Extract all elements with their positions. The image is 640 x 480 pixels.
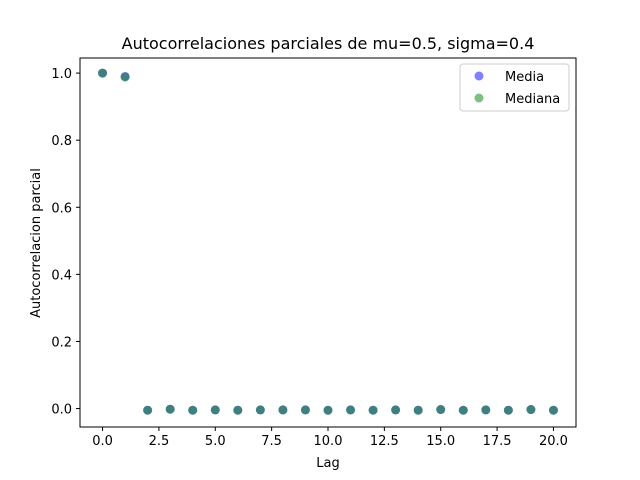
point-mediana (548, 405, 558, 415)
point-mediana (120, 72, 130, 82)
chart-title: Autocorrelaciones parciales de mu=0.5, s… (122, 34, 535, 53)
point-mediana (323, 405, 333, 415)
x-tick-label: 2.5 (149, 434, 170, 449)
point-mediana (436, 405, 446, 415)
y-tick-label: 0.6 (51, 201, 72, 216)
x-tick-label: 10.0 (314, 434, 343, 449)
point-mediana (368, 405, 378, 415)
x-tick-label: 5.0 (205, 434, 226, 449)
legend: Media Mediana (459, 63, 570, 112)
x-tick-label: 7.5 (261, 434, 282, 449)
x-tick-label: 12.5 (370, 434, 399, 449)
plot-area: 0.0 2.5 5.0 7.5 10.0 12.5 15.0 17.5 20.0 0.00.20… (51, 57, 577, 449)
x-tick-label: 15.0 (426, 434, 455, 449)
point-mediana (481, 405, 491, 415)
x-tick-label: 0.0 (92, 434, 113, 449)
x-tick-label: 20.0 (539, 434, 568, 449)
point-mediana (300, 405, 310, 415)
point-mediana (503, 405, 513, 415)
data-points (98, 68, 558, 415)
y-tick-label: 0.0 (51, 403, 72, 418)
point-mediana (413, 405, 423, 415)
point-mediana (165, 404, 175, 414)
y-tick-label: 0.2 (51, 335, 72, 350)
x-axis: 0.0 2.5 5.0 7.5 10.0 12.5 15.0 17.5 20.0 (92, 427, 568, 449)
point-mediana (188, 405, 198, 415)
y-axis: 0.0 0.2 0.4 0.6 0.8 1.0 (51, 67, 80, 418)
y-tick-label: 0.4 (51, 268, 72, 283)
point-mediana (210, 405, 220, 415)
legend-marker (474, 93, 484, 103)
y-tick-label: 0.8 (51, 134, 72, 149)
point-mediana (346, 405, 356, 415)
point-mediana (526, 405, 536, 415)
point-mediana (98, 68, 108, 78)
point-mediana (233, 405, 243, 415)
y-axis-label: Autocorrelacion parcial (29, 168, 44, 318)
legend-label: Media (505, 70, 544, 85)
point-mediana (458, 405, 468, 415)
legend-label: Mediana (505, 92, 560, 107)
x-axis-label: Lag (316, 456, 339, 471)
legend-box (459, 63, 570, 112)
x-tick-label: 17.5 (483, 434, 512, 449)
legend-marker (474, 71, 484, 81)
point-mediana (255, 405, 265, 415)
point-mediana (391, 405, 401, 415)
y-tick-label: 1.0 (51, 67, 72, 82)
point-mediana (278, 405, 288, 415)
point-mediana (143, 405, 153, 415)
